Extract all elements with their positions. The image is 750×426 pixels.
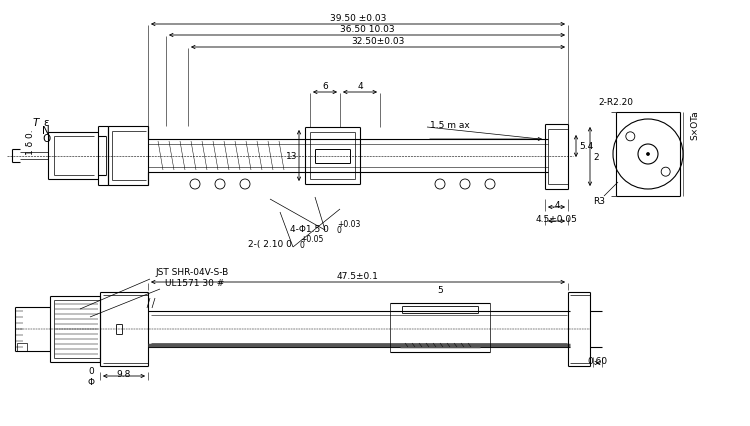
Text: S×OTa: S×OTa <box>690 110 699 139</box>
Text: 0.60: 0.60 <box>587 356 608 365</box>
Text: ε: ε <box>44 118 49 128</box>
Text: 0: 0 <box>337 225 342 234</box>
Text: T: T <box>33 118 39 128</box>
Text: 2: 2 <box>593 153 598 161</box>
Text: +0.03: +0.03 <box>337 219 360 228</box>
Text: 1.5 m ax: 1.5 m ax <box>430 121 470 130</box>
Bar <box>17 343 27 351</box>
Text: +0.05: +0.05 <box>300 234 323 243</box>
Text: 6: 6 <box>322 82 328 91</box>
Circle shape <box>646 153 650 156</box>
Text: 0: 0 <box>300 240 304 249</box>
Text: UL1571 30 #: UL1571 30 # <box>165 278 224 287</box>
Text: 5: 5 <box>437 285 442 294</box>
Text: .4: .4 <box>552 201 561 210</box>
Text: 47.5±0.1: 47.5±0.1 <box>337 271 379 280</box>
Text: 4-Φ1.5 0: 4-Φ1.5 0 <box>290 225 328 233</box>
Text: R3: R3 <box>593 196 605 205</box>
Text: 9.8: 9.8 <box>117 369 131 378</box>
Text: 32.50±0.03: 32.50±0.03 <box>351 37 405 46</box>
Text: 0
Φ: 0 Φ <box>87 366 94 386</box>
Text: 39.50 ±0.03: 39.50 ±0.03 <box>330 14 386 23</box>
Text: JST SHR-04V-S-B: JST SHR-04V-S-B <box>155 268 228 276</box>
Text: 36.50 10.03: 36.50 10.03 <box>340 25 394 34</box>
Text: 5.4: 5.4 <box>579 142 593 151</box>
Text: 4: 4 <box>357 82 363 91</box>
Text: 1 δ 0.: 1 δ 0. <box>26 129 34 155</box>
Text: N: N <box>42 126 50 136</box>
Text: 2-R2.20: 2-R2.20 <box>598 98 633 107</box>
Text: O: O <box>42 134 50 144</box>
Text: 13: 13 <box>286 152 297 161</box>
Text: 2-( 2.10 0: 2-( 2.10 0 <box>248 239 292 248</box>
Text: 4.5±0.05: 4.5±0.05 <box>536 215 578 224</box>
